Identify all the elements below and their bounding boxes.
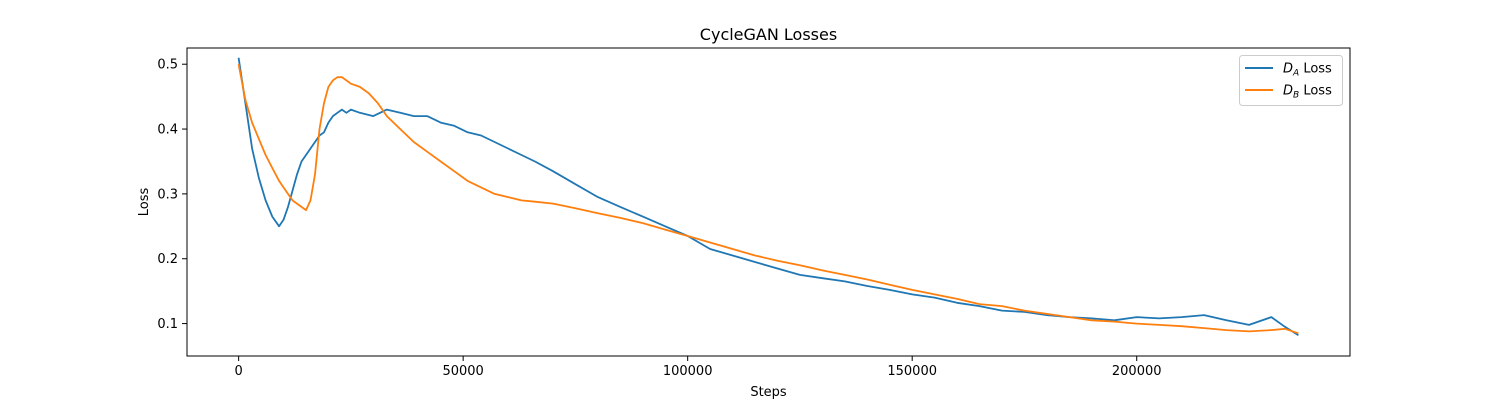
y-tick-label: 0.3: [157, 187, 178, 202]
y-axis: 0.1 0.2 0.3 0.4 0.5: [157, 58, 187, 332]
x-tick-label: 150000: [887, 364, 937, 379]
chart-title: CycleGAN Losses: [700, 25, 837, 44]
legend: DA Loss DB Loss: [1239, 55, 1343, 106]
y-tick-label: 0.2: [157, 252, 178, 267]
x-axis: 0 50000 100000 150000 200000: [234, 356, 1162, 379]
series-line-da: [237, 57, 1299, 337]
legend-label-da-main: D: [1283, 62, 1293, 77]
y-tick-label: 0.5: [157, 58, 178, 73]
x-tick-label: 0: [234, 364, 242, 379]
legend-label-da-suffix: Loss: [1299, 62, 1332, 77]
legend-label-da: DA Loss: [1283, 62, 1332, 79]
plot-frame: [186, 47, 1351, 357]
y-tick-label: 0.1: [157, 317, 178, 332]
legend-label-db-sub: B: [1293, 91, 1299, 101]
legend-label-db-suffix: Loss: [1299, 84, 1332, 99]
legend-label-db: DB Loss: [1283, 84, 1332, 101]
legend-label-da-sub: A: [1292, 69, 1299, 79]
y-axis-label: Loss: [137, 188, 152, 217]
y-tick-label: 0.4: [157, 123, 178, 138]
x-tick-label: 200000: [1112, 364, 1162, 379]
legend-label-db-main: D: [1283, 84, 1293, 99]
series-line-db: [237, 64, 1299, 335]
x-axis-label: Steps: [750, 385, 787, 400]
series-layer: [237, 57, 1299, 337]
x-tick-label: 50000: [442, 364, 483, 379]
x-tick-label: 100000: [663, 364, 713, 379]
